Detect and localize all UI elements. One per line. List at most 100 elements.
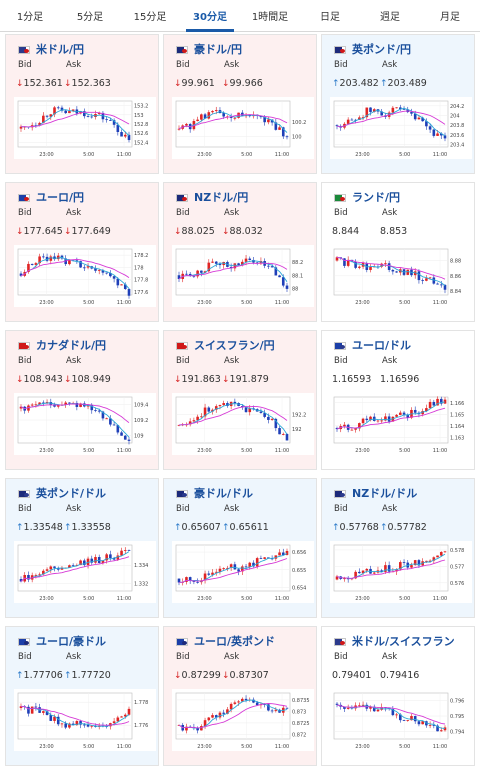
candle: [346, 256, 350, 268]
pair-name[interactable]: 豪ドル/円: [194, 43, 243, 56]
rate-card[interactable]: カナダドル/円 Bid Ask ↓108.943 ↓108.949 109.4 1…: [5, 330, 159, 470]
candle: [436, 724, 439, 732]
candle: [34, 122, 38, 128]
candle: [358, 568, 361, 574]
rate-card[interactable]: ユーロ/円 Bid Ask ↓177.645 ↓177.649 178.2 178…: [5, 182, 159, 322]
ask-value: ↓191.879: [222, 374, 269, 385]
pair-name[interactable]: ユーロ/円: [36, 191, 85, 204]
candle: [120, 129, 123, 137]
pair-name[interactable]: 英ポンド/円: [352, 43, 412, 56]
y-tick-label: 0.8725: [292, 721, 310, 727]
candle: [127, 549, 131, 551]
bid-value: ↑0.57768: [332, 522, 379, 533]
x-tick-label: 23:00: [355, 448, 369, 454]
pair-name[interactable]: 米ドル/円: [36, 43, 85, 56]
arrow-down-icon: ↓: [222, 375, 230, 385]
candle: [19, 271, 23, 278]
pair-name[interactable]: ランド/円: [352, 191, 401, 204]
x-tick-label: 11:00: [433, 300, 447, 306]
pair-name[interactable]: 米ドル/スイスフラン: [352, 635, 455, 648]
candle: [42, 710, 45, 716]
candle: [27, 571, 30, 583]
candle: [274, 119, 278, 131]
candle: [384, 260, 387, 268]
rate-card[interactable]: 英ポンド/円 Bid Ask ↑203.482 ↑203.489 204.2 20…: [321, 34, 475, 174]
candle: [196, 116, 199, 122]
candle: [365, 415, 369, 423]
candle: [34, 703, 38, 711]
gb-jp-flag-icon: [334, 46, 346, 54]
rate-card[interactable]: 米ドル/円 Bid Ask ↓152.361 ↓152.363 153.2 153…: [5, 34, 159, 174]
y-tick-label: 0.654: [292, 585, 306, 591]
tab-3[interactable]: 30分足: [180, 0, 240, 32]
tab-7[interactable]: 月足: [440, 12, 460, 23]
candle: [45, 709, 49, 716]
moving-average-slow: [178, 558, 288, 583]
candle: [38, 253, 41, 266]
candle: [443, 132, 447, 142]
moving-average-slow: [178, 262, 288, 280]
tab-6[interactable]: 週足: [380, 12, 400, 23]
rate-card[interactable]: 英ポンド/ドル Bid Ask ↑1.33548 ↑1.33558 1.334 1…: [5, 478, 159, 618]
candle: [395, 414, 398, 417]
rate-card[interactable]: NZドル/円 Bid Ask ↓88.025 ↓88.032 88.2 88.1 8…: [163, 182, 317, 322]
rate-card[interactable]: ユーロ/英ポンド Bid Ask ↓0.87299 ↓0.87307 0.873…: [163, 626, 317, 766]
candle: [53, 105, 56, 118]
candle: [270, 263, 274, 268]
arrow-up-icon: ↑: [16, 671, 24, 681]
y-tick-label: 192.2: [292, 413, 306, 419]
pair-name[interactable]: スイスフラン/円: [194, 339, 275, 352]
x-tick-label: 11:00: [433, 448, 447, 454]
x-tick-label: 11:00: [275, 744, 289, 750]
tab-2[interactable]: 15分足: [133, 12, 167, 23]
rate-card[interactable]: 豪ドル/円 Bid Ask ↓99.961 ↓99.966 100.2 100 23…: [163, 34, 317, 174]
pair-name[interactable]: ユーロ/ドル: [352, 339, 412, 352]
pair-name[interactable]: NZドル/ドル: [352, 487, 418, 500]
rate-card[interactable]: 米ドル/スイスフラン Bid Ask 0.79401 0.79416 0.796…: [321, 626, 475, 766]
ask-value: ↑1.77720: [64, 670, 111, 681]
pair-name[interactable]: ユーロ/英ポンド: [194, 635, 276, 648]
us-ch-flag-icon: [334, 638, 346, 646]
rate-card[interactable]: ユーロ/ドル Bid Ask 1.16593 1.16596 1.166 1.16…: [321, 330, 475, 470]
candle: [49, 254, 53, 265]
candle: [267, 703, 270, 712]
x-tick-label: 23:00: [355, 596, 369, 602]
tab-1[interactable]: 5分足: [76, 12, 104, 23]
pair-name[interactable]: 英ポンド/ドル: [36, 487, 107, 500]
candle: [75, 400, 79, 411]
candle: [335, 702, 339, 708]
tab-0[interactable]: 1分足: [16, 12, 44, 23]
candle: [372, 571, 376, 575]
x-tick-label: 5:00: [399, 596, 410, 602]
pair-name[interactable]: ユーロ/豪ドル: [36, 635, 107, 648]
rate-card[interactable]: 豪ドル/ドル Bid Ask ↑0.65607 ↑0.65611 0.656 0.…: [163, 478, 317, 618]
rate-card[interactable]: スイスフラン/円 Bid Ask ↓191.863 ↓191.879 192.2…: [163, 330, 317, 470]
candle: [425, 275, 428, 282]
au-jp-flag-icon: [176, 46, 188, 54]
candle: [27, 404, 30, 413]
ask-value: ↓99.966: [222, 78, 263, 89]
pair-name[interactable]: カナダドル/円: [36, 339, 107, 352]
candle: [214, 568, 218, 576]
candle: [207, 110, 211, 120]
candlestick-chart: 0.656 0.655 0.654 23:00 5:00 11:00: [172, 541, 314, 603]
pair-name[interactable]: NZドル/円: [194, 191, 249, 204]
x-tick-label: 23:00: [197, 596, 211, 602]
rate-card[interactable]: ユーロ/豪ドル Bid Ask ↑1.77706 ↑1.77720 1.778 1…: [5, 626, 159, 766]
arrow-down-icon: ↓: [222, 671, 230, 681]
bid-label: Bid: [18, 208, 32, 218]
rate-card[interactable]: NZドル/ドル Bid Ask ↑0.57768 ↑0.57782 0.578 0…: [321, 478, 475, 618]
candle: [207, 716, 211, 722]
tab-5[interactable]: 日足: [320, 12, 340, 23]
candle: [222, 709, 225, 718]
arrow-up-icon: ↑: [174, 523, 182, 533]
rate-card[interactable]: ランド/円 Bid Ask 8.844 8.853 8.88 8.86 8.84 23…: [321, 182, 475, 322]
tab-4[interactable]: 1時間足: [251, 12, 289, 23]
candle: [56, 566, 60, 572]
candle: [354, 428, 357, 433]
candle: [19, 404, 23, 412]
pair-name[interactable]: 豪ドル/ドル: [194, 487, 254, 500]
moving-average-slow: [20, 705, 130, 726]
candlestick-chart: 0.8735 0.873 0.8725 0.872 23:00 5:00 11:00: [172, 689, 314, 751]
ask-label: Ask: [382, 60, 398, 70]
